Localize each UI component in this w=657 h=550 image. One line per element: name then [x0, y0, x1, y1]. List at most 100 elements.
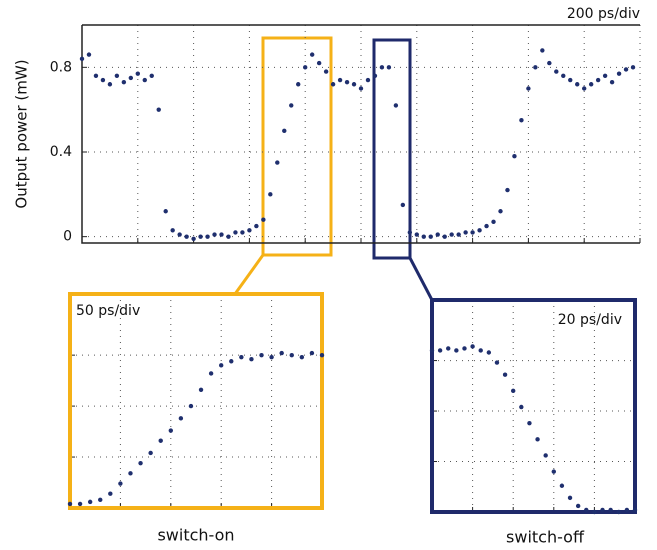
data-point [470, 344, 475, 349]
data-point [630, 65, 636, 70]
data-point [316, 60, 322, 66]
data-point [602, 73, 608, 78]
data-point [505, 187, 510, 193]
data-point [100, 77, 106, 83]
data-point [407, 230, 413, 235]
data-point [79, 56, 85, 62]
data-point [191, 236, 196, 241]
annotation: 50 ps/div [76, 303, 140, 319]
data-point [588, 82, 594, 87]
data-point [477, 228, 482, 233]
inset-frame [68, 292, 324, 510]
data-point [421, 234, 426, 239]
data-point [600, 507, 605, 513]
data-point [226, 234, 231, 239]
data-point [138, 460, 143, 466]
data-point [198, 234, 203, 239]
data-point [429, 348, 435, 353]
data-point [624, 507, 630, 513]
data-point [219, 363, 224, 368]
data-point [551, 469, 556, 474]
data-point [502, 372, 508, 377]
data-point [582, 86, 587, 91]
data-point [212, 232, 217, 237]
data-point [177, 232, 182, 237]
data-point [616, 71, 622, 76]
data-point [437, 348, 443, 353]
data-point [428, 234, 433, 239]
data-point [540, 48, 545, 53]
switch-off-region [372, 38, 412, 260]
data-point [77, 501, 83, 507]
data-point [527, 420, 532, 426]
data-point [168, 428, 173, 433]
data-point [170, 228, 175, 233]
data-point [519, 118, 524, 123]
connector [233, 254, 265, 295]
data-point [163, 209, 168, 214]
data-point [463, 230, 468, 235]
data-point [526, 86, 531, 91]
data-point [567, 495, 573, 501]
data-point [414, 232, 419, 237]
data-point [330, 82, 336, 87]
data-point [478, 348, 483, 353]
data-point [449, 232, 454, 237]
data-point [616, 509, 621, 515]
data-point [107, 82, 113, 87]
data-point [535, 437, 540, 442]
data-point [309, 52, 315, 57]
data-point [289, 103, 294, 108]
data-point [118, 481, 123, 486]
data-point [344, 79, 350, 85]
data-point [319, 352, 325, 358]
data-point [282, 128, 287, 134]
data-point [158, 438, 163, 443]
data-point [108, 491, 113, 496]
data-point [400, 202, 406, 208]
data-point [247, 228, 252, 233]
data-point [114, 73, 120, 78]
data-point [240, 230, 245, 235]
y-axis-label: Output power (mW) [13, 59, 31, 208]
axis-frame [81, 24, 640, 244]
data-point [442, 234, 447, 239]
data-point [67, 501, 73, 507]
data-point [289, 352, 294, 358]
data-point [543, 453, 548, 458]
data-point [608, 507, 613, 513]
data-point [595, 77, 601, 83]
data-point [93, 73, 99, 78]
data-point [519, 404, 524, 410]
data-point [456, 232, 461, 237]
data-point [299, 354, 305, 360]
data-point [208, 371, 214, 376]
data-point [386, 65, 392, 70]
data-point [229, 359, 234, 364]
data-point [275, 160, 280, 165]
data-point [592, 509, 597, 515]
annotation: 200 ps/div [567, 6, 640, 22]
data-point [491, 219, 496, 225]
y-tick-label: 0.4 [50, 144, 72, 160]
data-point [372, 73, 378, 78]
data-point [128, 75, 134, 81]
y-tick-label: 0 [63, 229, 72, 245]
annotation: 20 ps/div [558, 312, 622, 328]
data-point [446, 346, 451, 351]
data-point [365, 77, 371, 83]
data-point [254, 223, 259, 229]
data-point [323, 69, 329, 74]
data-point [358, 86, 364, 91]
data-point [135, 71, 140, 76]
data-point [435, 232, 440, 237]
data-point [128, 471, 133, 476]
data-point [609, 79, 615, 85]
data-point [149, 73, 154, 78]
data-point [393, 103, 399, 108]
data-point [219, 232, 224, 237]
data-point [303, 65, 308, 70]
data-point [156, 107, 161, 112]
data-point [462, 346, 467, 351]
